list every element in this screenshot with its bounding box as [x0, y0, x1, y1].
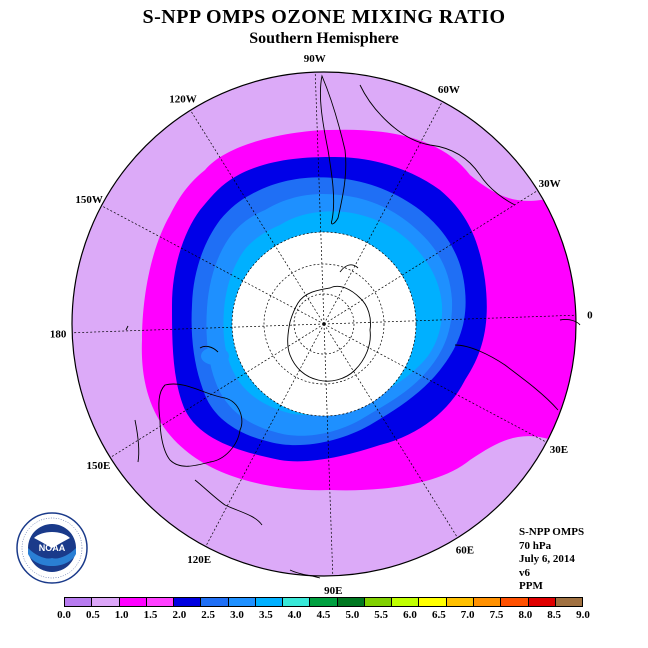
longitude-label: 150W	[75, 194, 103, 206]
colorbar-tick-label: 8.5	[547, 609, 562, 621]
logo-text: NOAA	[39, 543, 66, 553]
meridian-line	[110, 323, 325, 458]
colorbar-segment	[392, 598, 420, 606]
colorbar-tick-label: 3.5	[258, 609, 273, 621]
colorbar-tick-label: 9.0	[576, 609, 590, 621]
longitude-label: 150E	[86, 460, 110, 472]
colorbar-tick-label: 3.0	[230, 609, 244, 621]
longitude-label: 90E	[324, 585, 342, 597]
graticule	[72, 72, 576, 576]
colorbar-segment	[528, 598, 556, 606]
meridian-line	[323, 101, 443, 325]
longitude-label: 30W	[539, 178, 561, 190]
colorbar-tick-label: 6.5	[431, 609, 446, 621]
meridian-line	[314, 72, 325, 325]
longitude-label: 60W	[438, 84, 460, 96]
colorbar-tick-label: 4.0	[287, 609, 302, 621]
longitude-label: 120W	[169, 93, 197, 105]
colorbar-segment	[146, 598, 175, 606]
info-line: S-NPP OMPS	[519, 526, 585, 538]
latitude-circle	[263, 263, 385, 385]
colorbar-tick-label: 7.5	[489, 609, 504, 621]
colorbar-segment	[337, 598, 365, 606]
colorbar-segment	[310, 598, 338, 606]
longitude-label: 180	[50, 328, 67, 340]
map-title: S-NPP OMPS OZONE MIXING RATIO	[142, 6, 506, 28]
longitude-label: 90W	[304, 53, 326, 65]
latitude-circle	[293, 293, 355, 355]
colorbar-segment	[419, 598, 447, 606]
info-line: July 6, 2014	[519, 553, 575, 565]
colorbar-segment	[501, 598, 529, 606]
colorbar-tick-label: 8.0	[518, 609, 533, 621]
meridian-line	[205, 323, 325, 547]
colorbar-segment	[283, 598, 311, 606]
info-block: S-NPP OMPS 70 hPa July 6, 2014 v6 PPM	[519, 526, 584, 594]
meridian-line	[323, 190, 538, 325]
info-line: 70 hPa	[519, 539, 552, 552]
colorbar-segment	[473, 598, 502, 606]
meridian-line	[323, 323, 458, 538]
meridian-line	[190, 110, 325, 325]
colorbar-segment	[174, 598, 202, 606]
colorbar-segment	[119, 598, 147, 606]
longitude-labels: 90W 60W 30W 0 30E 60E 90E 120E 150E 180 150W 120W	[50, 53, 593, 597]
colorbar-segment	[201, 598, 229, 606]
colorbar-segment	[228, 598, 256, 606]
longitude-label: 120E	[187, 554, 211, 566]
meridian-line	[323, 323, 547, 443]
colorbar-segment	[446, 598, 474, 606]
colorbar-tick-label: 0.5	[85, 609, 100, 621]
noaa-logo: NOAA	[16, 512, 88, 584]
colorbar-tick-label: 5.0	[345, 609, 360, 621]
colorbar-tick-label: 1.0	[114, 609, 129, 621]
map-border	[71, 71, 577, 577]
info-line: v6	[519, 566, 530, 579]
colorbar-tick-label: 1.5	[143, 609, 158, 621]
colorbar-tick-label: 2.0	[172, 609, 187, 621]
colorbar-tick-label: 2.5	[201, 609, 216, 621]
map-subtitle: Southern Hemisphere	[249, 30, 399, 47]
longitude-label: 0	[587, 310, 593, 322]
colorbar-tick-label: 0.0	[57, 609, 71, 621]
colorbar-segment	[65, 598, 93, 606]
latitude-circle	[231, 231, 417, 417]
info-line: PPM	[519, 580, 543, 592]
colorbar-segment	[364, 598, 393, 606]
longitude-label: 60E	[456, 545, 474, 557]
meridian-line	[323, 323, 334, 576]
longitude-label: 30E	[550, 444, 568, 456]
meridian-line	[101, 205, 325, 325]
meridian-line	[323, 314, 576, 325]
colorbar-segment	[92, 598, 120, 606]
colorbar-tick-label: 4.5	[316, 609, 331, 621]
color-scale-bar	[64, 597, 583, 607]
colorbar-segment	[555, 598, 583, 606]
colorbar-tick-label: 6.0	[403, 609, 417, 621]
colorbar-tick-label: 5.5	[374, 609, 389, 621]
colorbar-segment	[255, 598, 284, 606]
meridian-line	[72, 323, 325, 334]
colorbar-tick-label: 7.0	[460, 609, 475, 621]
